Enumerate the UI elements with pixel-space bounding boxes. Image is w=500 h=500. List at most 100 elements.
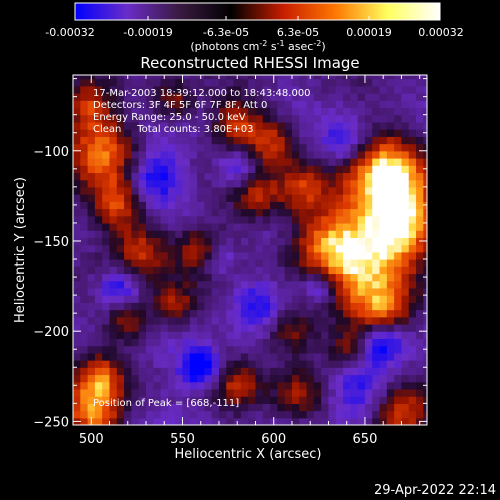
heatmap-cell xyxy=(218,338,227,347)
heatmap-cell xyxy=(372,323,381,332)
heatmap-cell xyxy=(160,85,169,94)
heatmap-cell xyxy=(270,150,278,159)
heatmap-cell xyxy=(211,85,220,94)
heatmap-cell xyxy=(153,165,162,174)
heatmap-cell xyxy=(211,287,220,296)
y-tick-label: −200 xyxy=(33,325,69,340)
heatmap-cell xyxy=(372,388,381,397)
heatmap-cell xyxy=(379,259,388,267)
heatmap-cell xyxy=(321,201,330,210)
heatmap-cell xyxy=(372,302,381,311)
heatmap-cell xyxy=(386,259,395,267)
heatmap-cell xyxy=(328,165,337,174)
heatmap-cell xyxy=(240,295,249,303)
heatmap-cell xyxy=(218,143,227,152)
y-tick-label: −150 xyxy=(33,235,69,250)
heatmap-cell xyxy=(175,107,184,116)
heatmap-cell xyxy=(313,85,322,94)
heatmap-cell xyxy=(408,280,417,289)
heatmap-cell xyxy=(401,194,410,202)
heatmap-cell xyxy=(240,374,249,383)
heatmap-cell xyxy=(189,396,198,404)
heatmap-cell xyxy=(189,259,198,267)
heatmap-cell xyxy=(423,295,427,303)
heatmap-cell xyxy=(401,323,410,332)
heatmap-cell xyxy=(401,114,410,123)
heatmap-cell xyxy=(160,396,169,404)
heatmap-cell xyxy=(218,172,227,181)
heatmap-cell xyxy=(87,309,96,318)
heatmap-cell xyxy=(335,302,344,311)
heatmap-cell xyxy=(357,78,366,87)
heatmap-cell xyxy=(87,266,96,275)
heatmap-cell xyxy=(343,121,351,130)
heatmap-cell xyxy=(197,237,205,246)
heatmap-cell xyxy=(321,186,330,195)
heatmap-cell xyxy=(408,266,417,275)
heatmap-cell xyxy=(270,201,278,210)
heatmap-cell xyxy=(313,259,322,267)
heatmap-cell xyxy=(145,266,154,275)
heatmap-cell xyxy=(233,172,242,181)
heatmap-cell xyxy=(379,237,388,246)
heatmap-cell xyxy=(277,374,286,383)
heatmap-cell xyxy=(255,237,264,246)
heatmap-cell xyxy=(87,230,96,238)
heatmap-cell xyxy=(416,179,424,188)
heatmap-cell xyxy=(408,157,417,166)
heatmap-cell xyxy=(379,251,388,260)
heatmap-cell xyxy=(270,331,278,340)
heatmap-cell xyxy=(364,222,373,231)
heatmap-cell xyxy=(197,338,205,347)
heatmap-cell xyxy=(167,107,176,116)
heatmap-cell xyxy=(240,165,249,174)
heatmap-cell xyxy=(94,244,103,253)
heatmap-cell xyxy=(379,222,388,231)
heatmap-cell xyxy=(175,316,184,325)
heatmap-cell xyxy=(321,287,330,296)
heatmap-cell xyxy=(270,345,278,354)
heatmap-cell xyxy=(102,172,111,181)
heatmap-cell xyxy=(102,75,111,80)
heatmap-cell xyxy=(255,230,264,238)
heatmap-cell xyxy=(291,143,300,152)
heatmap-cell xyxy=(102,323,111,332)
heatmap-cell xyxy=(160,352,169,361)
heatmap-cell xyxy=(284,150,293,159)
heatmap-cell xyxy=(167,78,176,87)
heatmap-cell xyxy=(182,396,191,404)
heatmap-cell xyxy=(416,244,424,253)
heatmap-cell xyxy=(299,230,308,238)
heatmap-cell xyxy=(423,114,427,123)
heatmap-cell xyxy=(270,280,278,289)
heatmap-cell xyxy=(284,222,293,231)
heatmap-cell xyxy=(416,396,424,404)
heatmap-cell xyxy=(233,237,242,246)
heatmap-cell xyxy=(248,201,257,210)
heatmap-cell xyxy=(175,403,184,412)
heatmap-cell xyxy=(343,150,351,159)
heatmap-cell xyxy=(394,201,403,210)
heatmap-cell xyxy=(197,345,205,354)
heatmap-cell xyxy=(211,323,220,332)
heatmap-cell xyxy=(255,85,264,94)
heatmap-cell xyxy=(211,345,220,354)
heatmap-cell xyxy=(182,179,191,188)
heatmap-cell xyxy=(255,367,264,376)
heatmap-cell xyxy=(138,215,147,224)
heatmap-cell xyxy=(350,208,359,217)
heatmap-cell xyxy=(350,280,359,289)
heatmap-cell xyxy=(80,93,89,101)
heatmap-cell xyxy=(138,316,147,325)
heatmap-cell xyxy=(87,114,96,123)
heatmap-cell xyxy=(138,75,147,80)
heatmap-cell xyxy=(386,417,395,425)
heatmap-cell xyxy=(313,352,322,361)
heatmap-cell xyxy=(364,136,373,145)
heatmap-cell xyxy=(240,208,249,217)
heatmap-cell xyxy=(160,143,169,152)
heatmap-cell xyxy=(291,251,300,260)
heatmap-cell xyxy=(226,157,235,166)
heatmap-cell xyxy=(87,179,96,188)
heatmap-cell xyxy=(145,287,154,296)
